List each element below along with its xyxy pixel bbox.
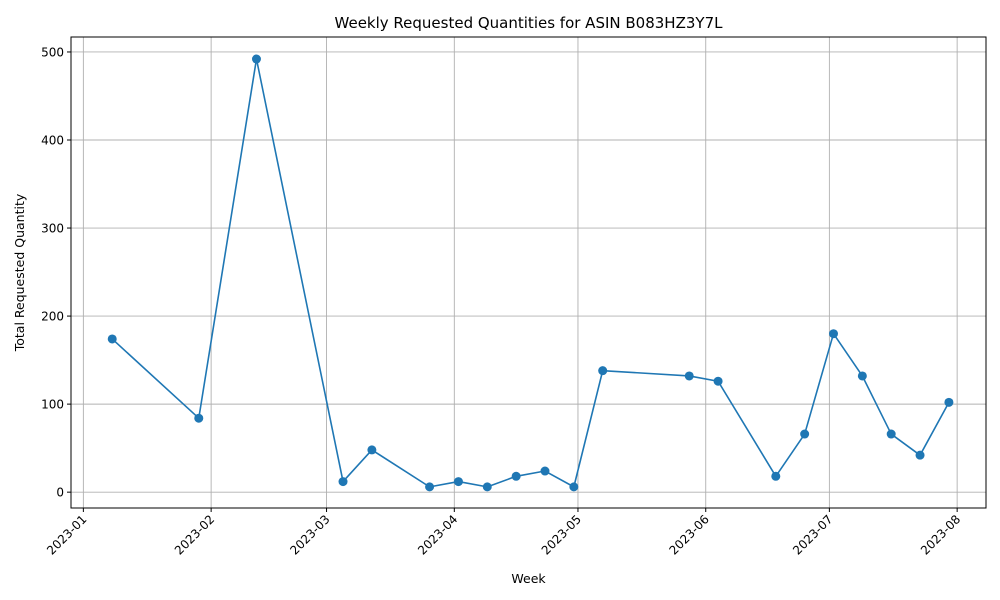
y-tick-label: 400 <box>41 134 64 148</box>
data-point <box>482 482 492 492</box>
data-point <box>944 397 954 407</box>
data-series <box>107 54 954 492</box>
data-point <box>800 429 810 439</box>
data-point <box>829 329 838 339</box>
data-point <box>713 376 723 386</box>
chart-title: Weekly Requested Quantities for ASIN B08… <box>335 14 724 32</box>
plot-frame <box>70 36 987 509</box>
data-point <box>453 477 463 487</box>
data-point <box>598 366 608 376</box>
y-tick-label: 100 <box>41 398 64 412</box>
y-tick-label: 0 <box>56 486 64 500</box>
y-axis-label: Total Requested Quantity <box>12 193 27 352</box>
grid-lines <box>71 37 986 508</box>
data-point <box>338 477 348 487</box>
y-tick-label: 500 <box>41 45 64 59</box>
data-point <box>569 482 579 492</box>
x-axis-label: Week <box>511 571 546 586</box>
data-point <box>194 413 204 423</box>
data-point <box>511 471 521 481</box>
data-point <box>915 450 925 460</box>
data-point <box>107 334 117 344</box>
data-point <box>425 482 435 492</box>
y-tick-label: 300 <box>41 222 64 236</box>
data-point <box>857 371 867 381</box>
data-point <box>251 54 261 64</box>
data-point <box>684 371 694 381</box>
data-point <box>771 471 781 481</box>
data-point <box>367 445 377 455</box>
data-point <box>886 429 896 439</box>
y-tick-label: 200 <box>41 310 64 324</box>
data-point <box>540 466 550 476</box>
